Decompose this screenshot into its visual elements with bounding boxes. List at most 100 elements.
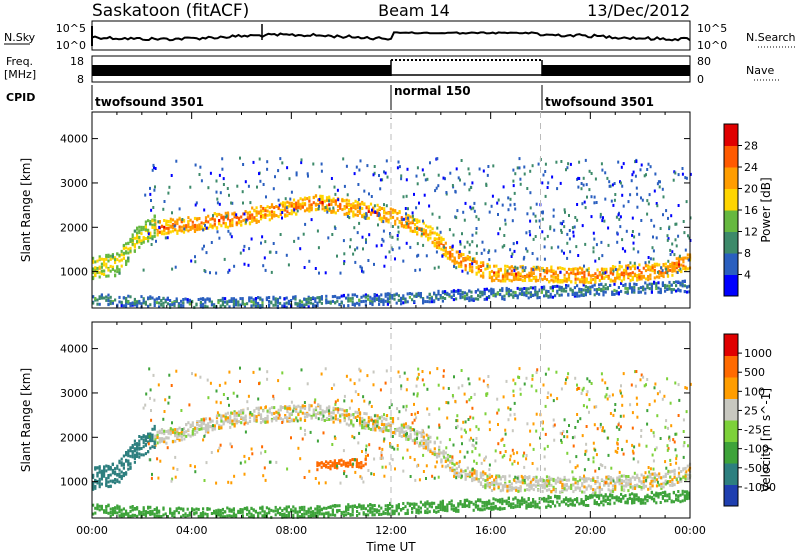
echo-cell [667,268,669,271]
echo-cell [419,268,421,271]
echo-cell [308,407,310,410]
echo-cell [688,259,690,262]
echo-cell [213,512,215,515]
echo-cell [201,221,203,224]
echo-cell [326,199,328,202]
echo-cell [674,172,676,175]
echo-cell [553,270,555,273]
noise-sky-trace [92,32,690,40]
echo-cell [482,474,484,477]
echo-cell [420,292,422,295]
echo-cell [381,423,383,426]
echo-cell [318,198,320,201]
echo-cell [501,507,503,510]
echo-cell [218,237,220,240]
echo-cell [426,178,428,181]
echo-cell [553,215,555,218]
echo-cell [497,507,499,510]
echo-cell [292,510,294,513]
echo-cell [175,266,177,269]
noise-sky-label: N.Sky [4,31,36,44]
echo-cell [533,272,535,275]
echo-cell [118,254,120,257]
echo-cell [650,257,652,260]
echo-cell [216,191,218,194]
echo-cell [198,424,200,427]
echo-cell [270,301,272,304]
echo-cell [659,185,661,188]
echo-cell [493,265,495,268]
echo-cell [502,475,504,478]
echo-cell [192,221,194,224]
station-title: Saskatoon (fitACF) [92,1,249,21]
echo-cell [528,287,530,290]
echo-cell [444,290,446,293]
echo-cell [535,220,537,223]
echo-cell [185,430,187,433]
echo-cell [679,268,681,271]
echo-cell [352,510,354,513]
echo-cell [418,293,420,296]
echo-cell [422,244,424,247]
echo-cell [374,293,376,296]
echo-cell [602,503,604,506]
echo-cell [363,300,365,303]
echo-cell [621,194,623,197]
colorbar-segment [724,253,738,275]
echo-cell [495,507,497,510]
echo-cell [462,253,464,256]
echo-cell [293,205,295,208]
echo-cell [302,206,304,209]
echo-cell [598,497,600,500]
echo-cell [325,271,327,274]
echo-cell [249,214,251,217]
echo-cell [526,212,528,215]
echo-cell [334,193,336,196]
echo-cell [600,288,602,291]
echo-cell [472,234,474,237]
echo-cell [422,300,424,303]
echo-cell [275,513,277,516]
echo-cell [436,241,438,244]
echo-cell [623,278,625,281]
echo-cell [189,512,191,515]
echo-cell [387,507,389,510]
echo-cell [325,299,327,302]
echo-cell [248,299,250,302]
echo-cell [275,418,277,421]
echo-cell [583,177,585,180]
echo-cell [524,279,526,282]
echo-cell [381,244,383,247]
echo-cell [574,226,576,229]
echo-cell [448,501,450,504]
echo-cell [534,500,536,503]
echo-cell [383,423,385,426]
echo-cell [125,510,127,513]
echo-cell [418,505,420,508]
echo-cell [499,498,501,501]
echo-cell [121,253,123,256]
echo-cell [613,270,615,273]
echo-cell [425,443,427,446]
echo-cell [594,284,596,287]
echo-cell [348,208,350,211]
echo-cell [590,274,592,277]
echo-cell [268,300,270,303]
echo-cell [360,296,362,299]
echo-cell [563,225,565,228]
echo-cell [401,435,403,438]
echo-cell [462,296,464,299]
echo-cell [168,230,170,233]
echo-cell [440,296,442,299]
echo-cell [490,508,492,511]
echo-cell [460,253,462,256]
echo-cell [145,225,147,228]
echo-cell [491,276,493,279]
echo-cell [415,293,417,296]
echo-cell [410,429,412,432]
echo-cell [593,246,595,249]
echo-cell [532,252,534,255]
echo-cell [258,408,260,411]
echo-cell [266,160,268,163]
echo-cell [185,423,187,426]
